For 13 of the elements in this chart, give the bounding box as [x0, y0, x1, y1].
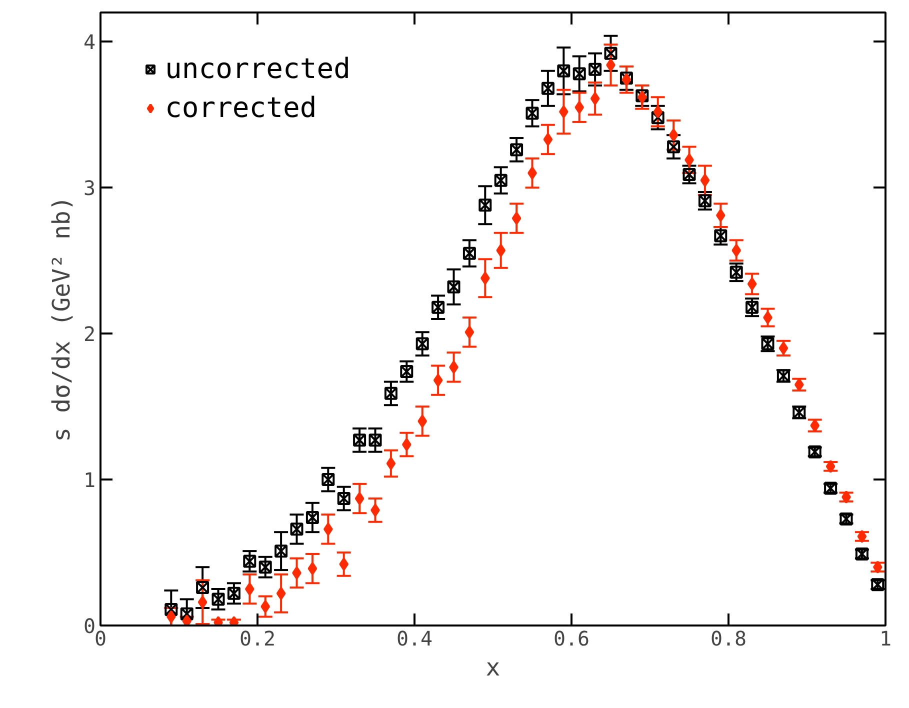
y-axis-title: s dσ/dx (GeV² nb) [47, 196, 76, 442]
y-tick-label: 3 [83, 176, 96, 200]
x-tick-label: 0.4 [396, 626, 433, 650]
y-tick-label: 2 [83, 322, 96, 346]
x-tick-label: 0.2 [239, 626, 276, 650]
x-tick-label: 0.6 [553, 626, 590, 650]
legend-label: uncorrected [165, 52, 350, 85]
y-tick-label: 4 [83, 30, 96, 54]
x-axis-title: x [486, 654, 500, 682]
x-tick-label: 1 [879, 626, 892, 650]
y-tick-label: 1 [83, 468, 96, 492]
x-tick-label: 0.8 [710, 626, 747, 650]
legend-label: corrected [165, 91, 317, 124]
